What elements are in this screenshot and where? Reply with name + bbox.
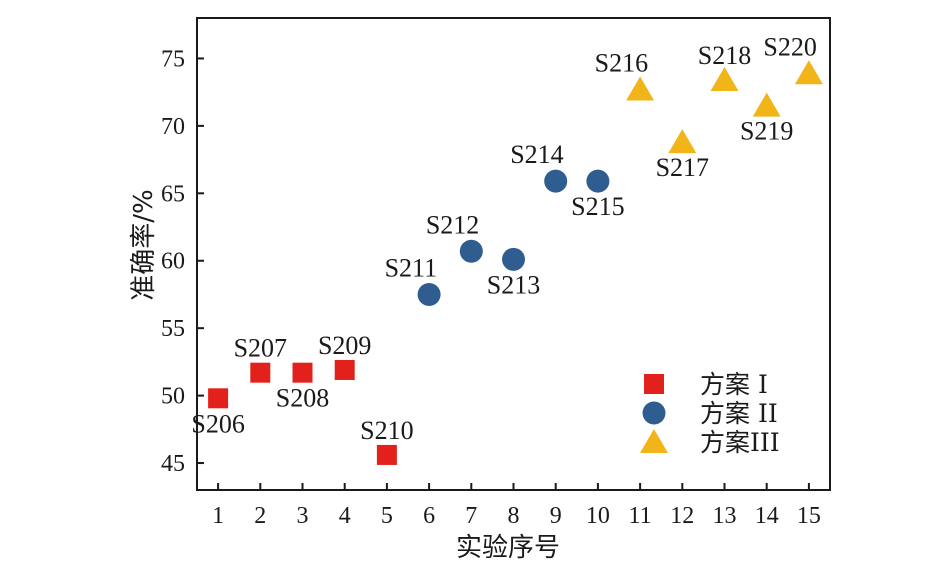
data-point-s211 — [417, 282, 441, 306]
point-label: S213 — [487, 270, 540, 299]
data-point-s215 — [586, 169, 610, 193]
data-point-s206 — [208, 388, 229, 409]
data-point-s208 — [292, 362, 313, 383]
y-tick-label: 50 — [161, 384, 185, 410]
legend-item: 方案 II — [642, 399, 778, 428]
x-tick-label: 7 — [465, 503, 477, 529]
data-point-s209 — [334, 359, 355, 380]
x-tick-label: 8 — [508, 503, 520, 529]
data-point-s218 — [710, 67, 739, 92]
x-tick-label: 6 — [423, 503, 435, 529]
x-tick-label: 14 — [755, 503, 779, 529]
point-label: S216 — [595, 48, 648, 77]
point-label: S218 — [698, 41, 751, 70]
data-point-s212 — [459, 239, 483, 263]
legend-item: 方案III — [640, 428, 780, 457]
x-tick-label: 15 — [797, 503, 821, 529]
point-label: S219 — [740, 117, 793, 146]
point-label: S208 — [276, 384, 329, 413]
legend-label: 方案 II — [700, 399, 778, 428]
data-point-s217 — [668, 129, 697, 154]
point-label: S212 — [426, 210, 479, 239]
y-axis-title: 准确率/% — [129, 189, 159, 300]
x-tick-label: 5 — [381, 503, 393, 529]
legend-marker — [642, 401, 666, 425]
y-tick-label: 55 — [161, 316, 185, 342]
y-axis: 45 50 55 60 65 70 75 — [161, 46, 204, 477]
legend-item: 方案 I — [644, 370, 768, 399]
y-tick-label: 45 — [161, 451, 185, 477]
x-tick-label: 11 — [629, 503, 652, 529]
x-tick-label: 1 — [212, 503, 224, 529]
x-tick-label: 12 — [670, 503, 694, 529]
data-point-s214 — [544, 169, 568, 193]
data-point-s219 — [752, 92, 781, 117]
point-label: S209 — [318, 331, 371, 360]
y-tick-label: 75 — [161, 46, 185, 72]
x-axis-title: 实验序号 — [456, 533, 560, 563]
x-tick-label: 13 — [713, 503, 737, 529]
data-point-s213 — [502, 247, 525, 271]
x-tick-label: 3 — [297, 503, 309, 529]
point-label: S217 — [656, 153, 709, 182]
data-point-s220 — [794, 60, 823, 85]
data-point-s210 — [376, 444, 397, 465]
point-labels: S206 S207 S208 S209 S210 S211 S212 S213 S214 S215… — [191, 32, 817, 445]
data-point-s216 — [626, 76, 655, 101]
x-tick-label: 9 — [550, 503, 562, 529]
y-tick-label: 65 — [161, 181, 185, 207]
data-point-s207 — [250, 362, 271, 383]
legend-label: 方案III — [700, 428, 780, 457]
x-axis: 1 2 3 4 5 6 7 8 9 10 11 12 13 14 15 — [212, 483, 821, 529]
legend-marker — [644, 374, 664, 394]
point-label: S220 — [763, 32, 816, 61]
point-label: S207 — [234, 334, 287, 363]
y-tick-label: 60 — [161, 249, 185, 275]
x-tick-label: 10 — [586, 503, 610, 529]
legend-label: 方案 I — [700, 370, 768, 399]
legend-marker — [640, 429, 668, 453]
x-tick-label: 2 — [254, 503, 266, 529]
point-label: S210 — [360, 416, 413, 445]
point-label: S214 — [510, 140, 563, 169]
x-tick-label: 4 — [339, 503, 351, 529]
data-points — [208, 60, 823, 465]
y-tick-label: 70 — [161, 114, 185, 140]
point-label: S215 — [571, 192, 624, 221]
point-label: S206 — [191, 409, 244, 438]
point-label: S211 — [385, 253, 438, 282]
